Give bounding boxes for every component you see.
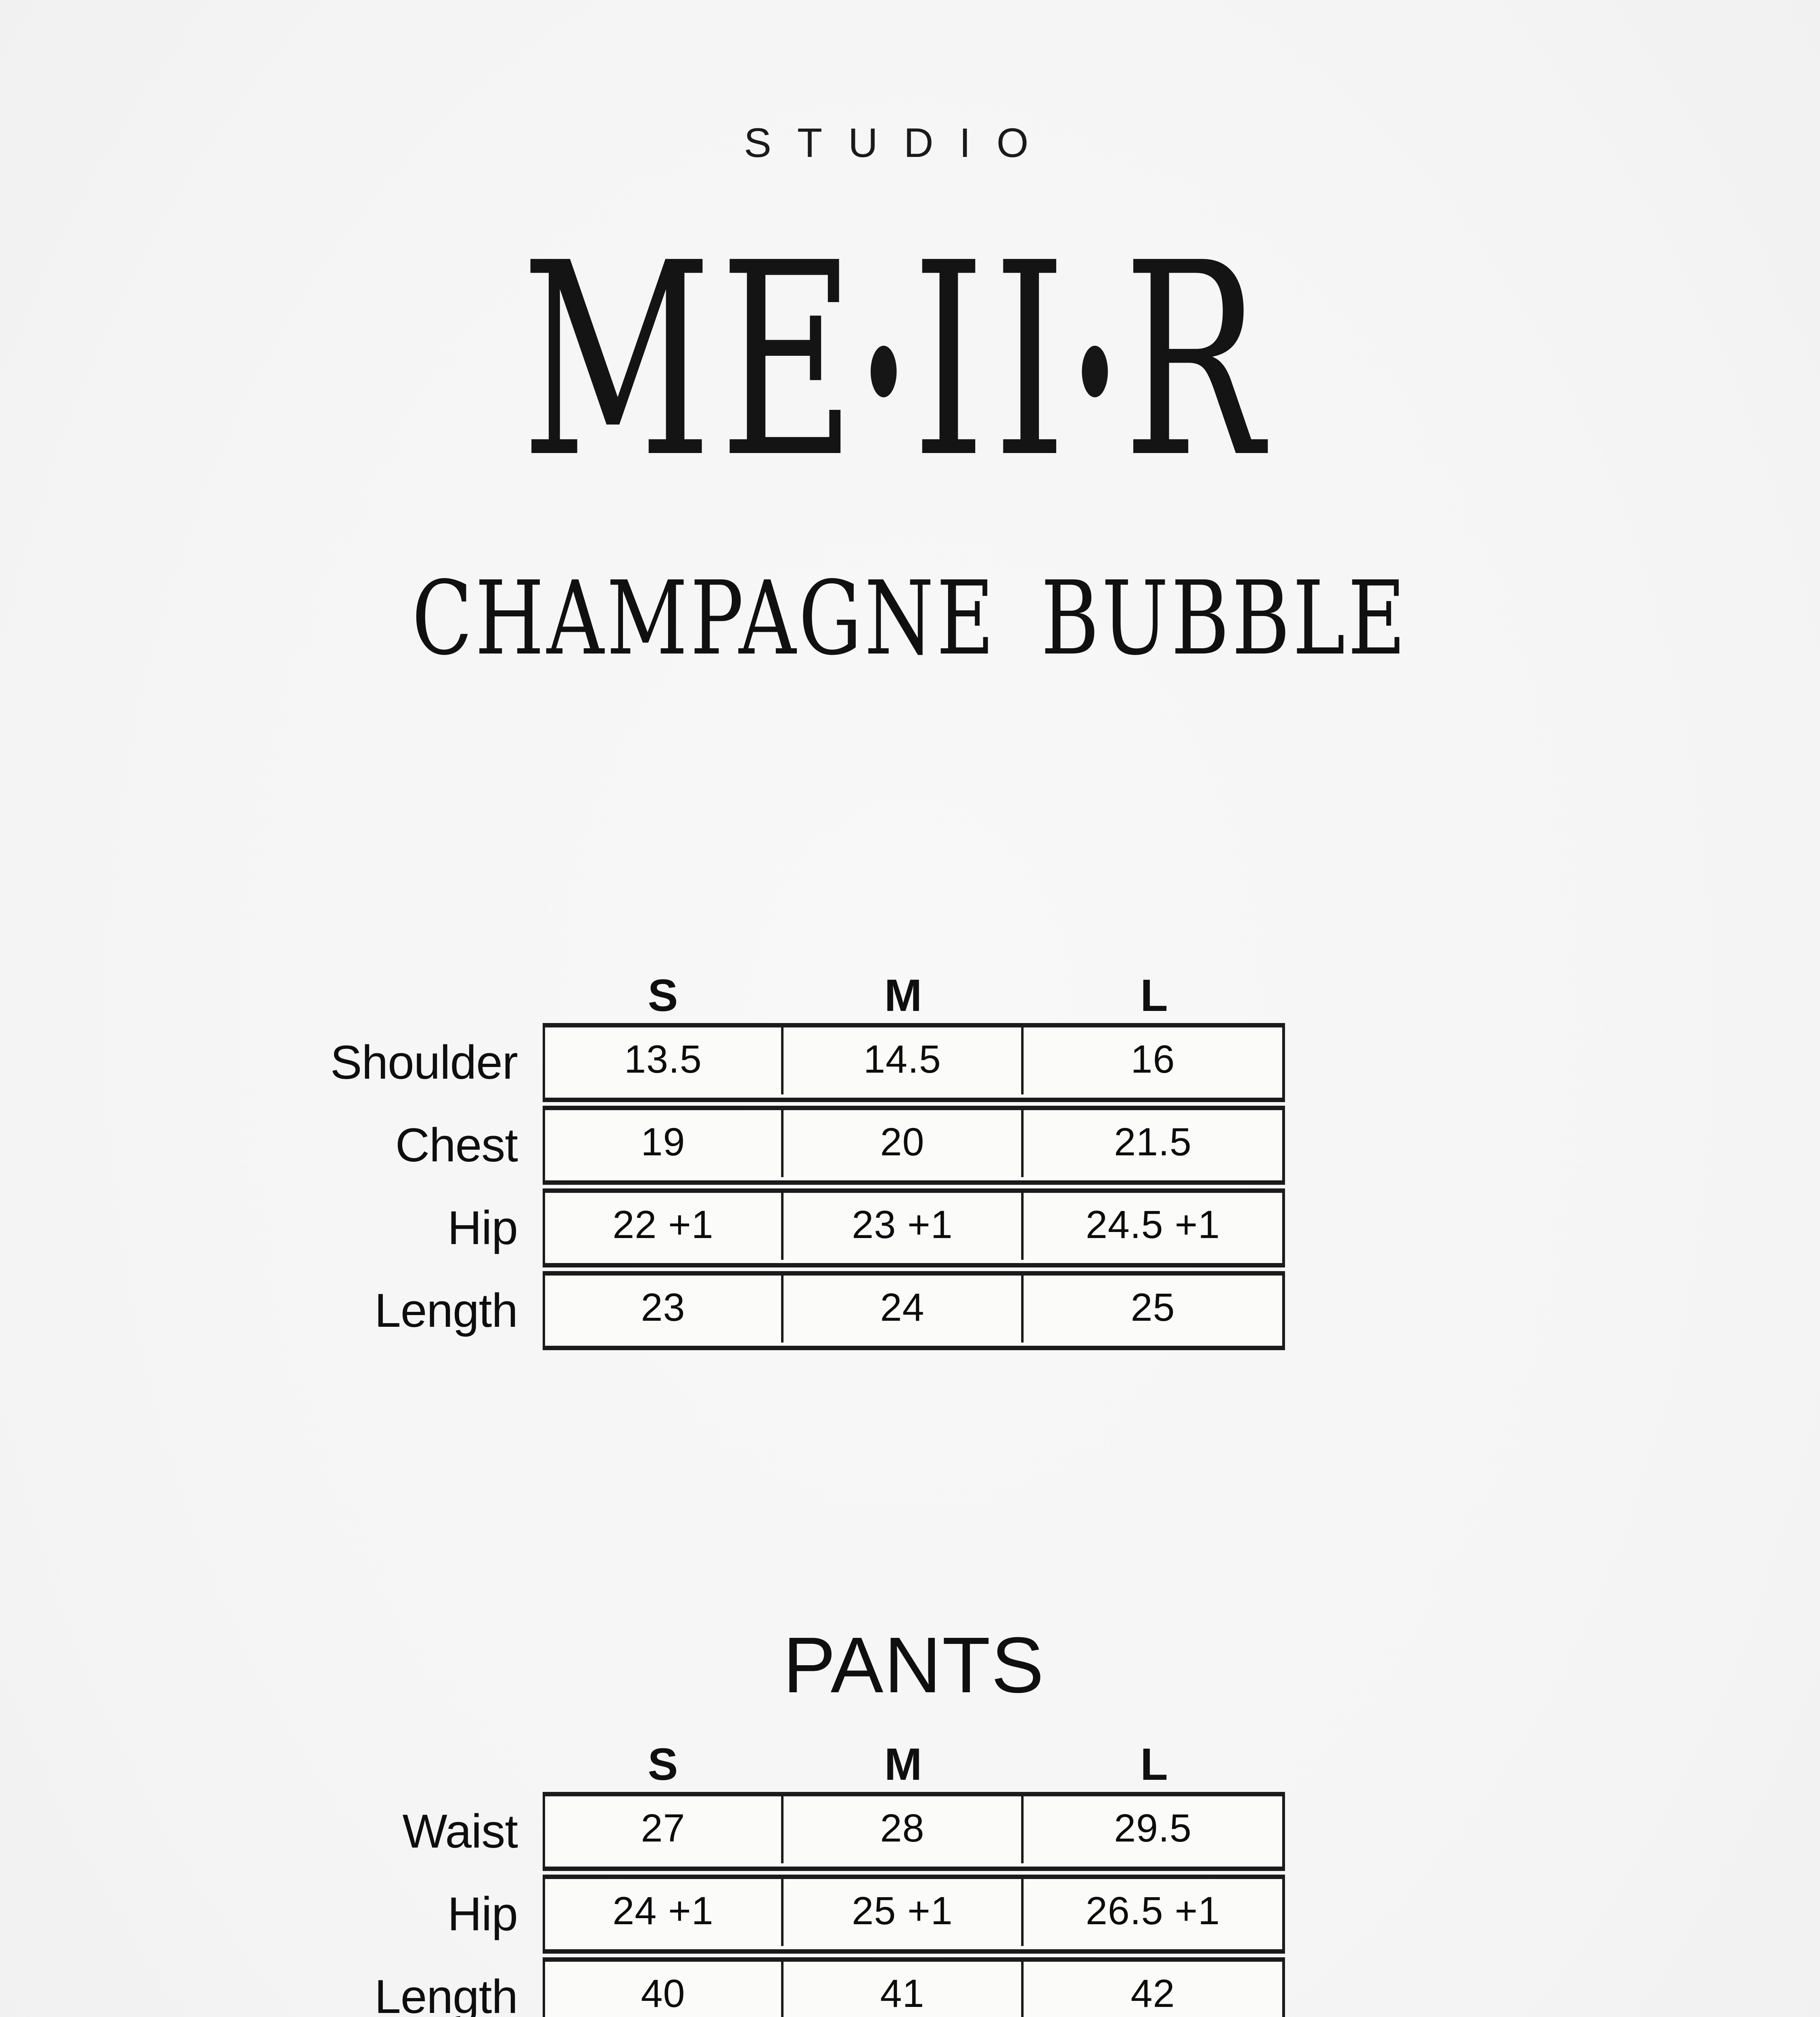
row-label: Hip xyxy=(447,1201,518,1255)
top-size-chart-header: S M L xyxy=(242,971,1285,1018)
cell-chest-s: 19 xyxy=(641,1120,685,1164)
row-cells: 19 20 21.5 xyxy=(543,1106,1285,1185)
cell-waist-s: 27 xyxy=(641,1806,685,1850)
mehr-logo: M E I I R xyxy=(255,220,1530,494)
table-row-length: Length 23 24 25 xyxy=(242,1271,1285,1350)
product-title: CHAMPAGNE BUBBLE xyxy=(412,560,1408,678)
cell-hip-l: 26.5 +1 xyxy=(1021,1876,1282,1946)
row-label: Chest xyxy=(395,1119,518,1172)
row-cells: 27 28 29.5 xyxy=(543,1792,1285,1871)
row-cells: 24 +1 25 +1 26.5 +1 xyxy=(543,1875,1285,1954)
cell-shoulder-s: 13.5 xyxy=(624,1037,702,1081)
row-label: Length xyxy=(374,1284,518,1337)
logo-dot-icon xyxy=(1082,346,1108,397)
logo-dot-icon xyxy=(871,346,897,397)
cell-shoulder-m: 14.5 xyxy=(781,1024,1021,1094)
cell-hip-s: 24 +1 xyxy=(612,1889,714,1933)
row-label: Shoulder xyxy=(330,1036,518,1089)
column-header-m: M xyxy=(884,1739,922,1789)
column-header-l: L xyxy=(1140,970,1168,1021)
cell-length-m: 41 xyxy=(781,1959,1021,2017)
cell-shoulder-l: 16 xyxy=(1021,1024,1282,1094)
row-label: Waist xyxy=(402,1805,518,1858)
studio-label: STUDIO xyxy=(744,120,1055,166)
cell-chest-m: 20 xyxy=(781,1107,1021,1177)
logo-letter-e: E xyxy=(719,206,856,516)
top-size-chart: S M L Shoulder 13.5 14.5 16 Chest 19 20 … xyxy=(242,971,1285,1350)
logo-letter-h-right: I xyxy=(993,206,1067,516)
cell-hip-l: 24.5 +1 xyxy=(1021,1190,1282,1260)
table-row-waist: Waist 27 28 29.5 xyxy=(242,1792,1285,1871)
row-label: Length xyxy=(374,1970,518,2017)
cell-chest-l: 21.5 xyxy=(1021,1107,1282,1177)
row-label: Hip xyxy=(447,1888,518,1941)
cell-length-s: 23 xyxy=(641,1285,685,1329)
pants-title-row: PANTS xyxy=(242,1626,1285,1705)
cell-length-l: 25 xyxy=(1021,1272,1282,1343)
column-header-l: L xyxy=(1140,1739,1168,1789)
cell-length-s: 40 xyxy=(641,1971,685,2015)
cell-length-m: 24 xyxy=(781,1272,1021,1343)
row-cells: 22 +1 23 +1 24.5 +1 xyxy=(543,1188,1285,1267)
table-row-hip: Hip 22 +1 23 +1 24.5 +1 xyxy=(242,1188,1285,1267)
row-cells: 13.5 14.5 16 xyxy=(543,1023,1285,1102)
table-row-length: Length 40 41 42 xyxy=(242,1957,1285,2017)
logo-letter-h-left: I xyxy=(912,206,986,516)
cell-hip-m: 25 +1 xyxy=(781,1876,1021,1946)
pants-size-chart: PANTS S M L Waist 27 28 29.5 Hip 24 +1 2… xyxy=(242,1626,1285,2017)
logo-letter-m: M xyxy=(521,206,712,516)
cell-hip-m: 23 +1 xyxy=(781,1190,1021,1260)
pants-section-title: PANTS xyxy=(783,1621,1045,1709)
column-header-s: S xyxy=(648,970,678,1021)
cell-length-l: 42 xyxy=(1021,1959,1282,2017)
cell-hip-s: 22 +1 xyxy=(612,1203,714,1247)
column-header-s: S xyxy=(648,1739,678,1789)
cell-waist-m: 28 xyxy=(781,1793,1021,1863)
row-cells: 40 41 42 xyxy=(543,1957,1285,2017)
logo-letter-r: R xyxy=(1123,206,1264,516)
cell-waist-l: 29.5 xyxy=(1021,1793,1282,1863)
table-row-shoulder: Shoulder 13.5 14.5 16 xyxy=(242,1023,1285,1102)
column-header-m: M xyxy=(884,970,922,1021)
table-row-hip: Hip 24 +1 25 +1 26.5 +1 xyxy=(242,1875,1285,1954)
table-row-chest: Chest 19 20 21.5 xyxy=(242,1106,1285,1185)
row-cells: 23 24 25 xyxy=(543,1271,1285,1350)
pants-size-chart-header: S M L xyxy=(242,1740,1285,1787)
